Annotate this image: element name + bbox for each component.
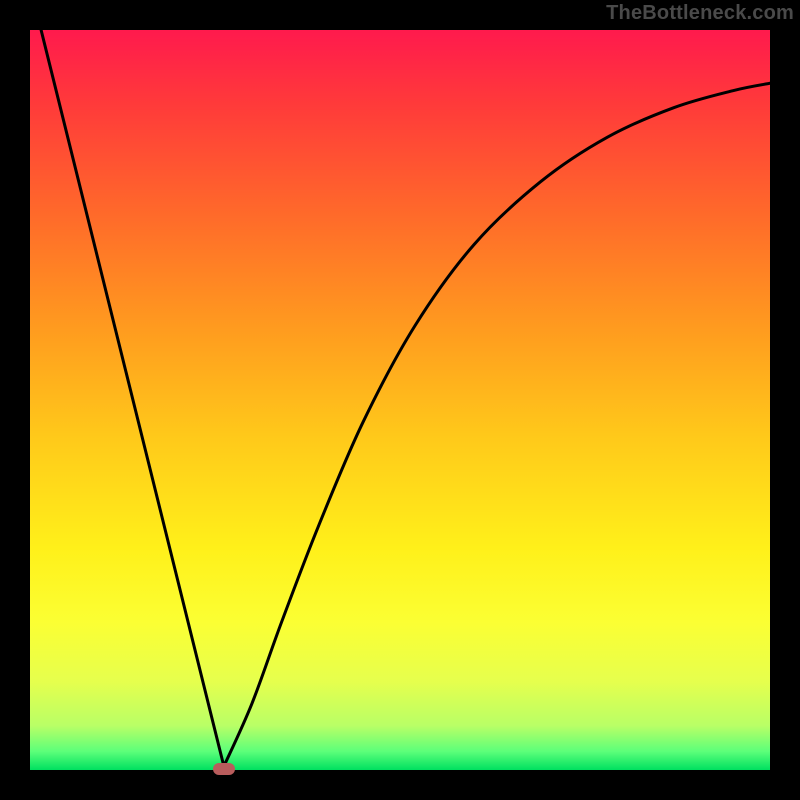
- bottleneck-curve: [30, 30, 770, 770]
- plot-area: [30, 30, 770, 770]
- chart-container: TheBottleneck.com: [0, 0, 800, 800]
- minimum-marker: [213, 763, 235, 775]
- attribution-label: TheBottleneck.com: [606, 2, 794, 25]
